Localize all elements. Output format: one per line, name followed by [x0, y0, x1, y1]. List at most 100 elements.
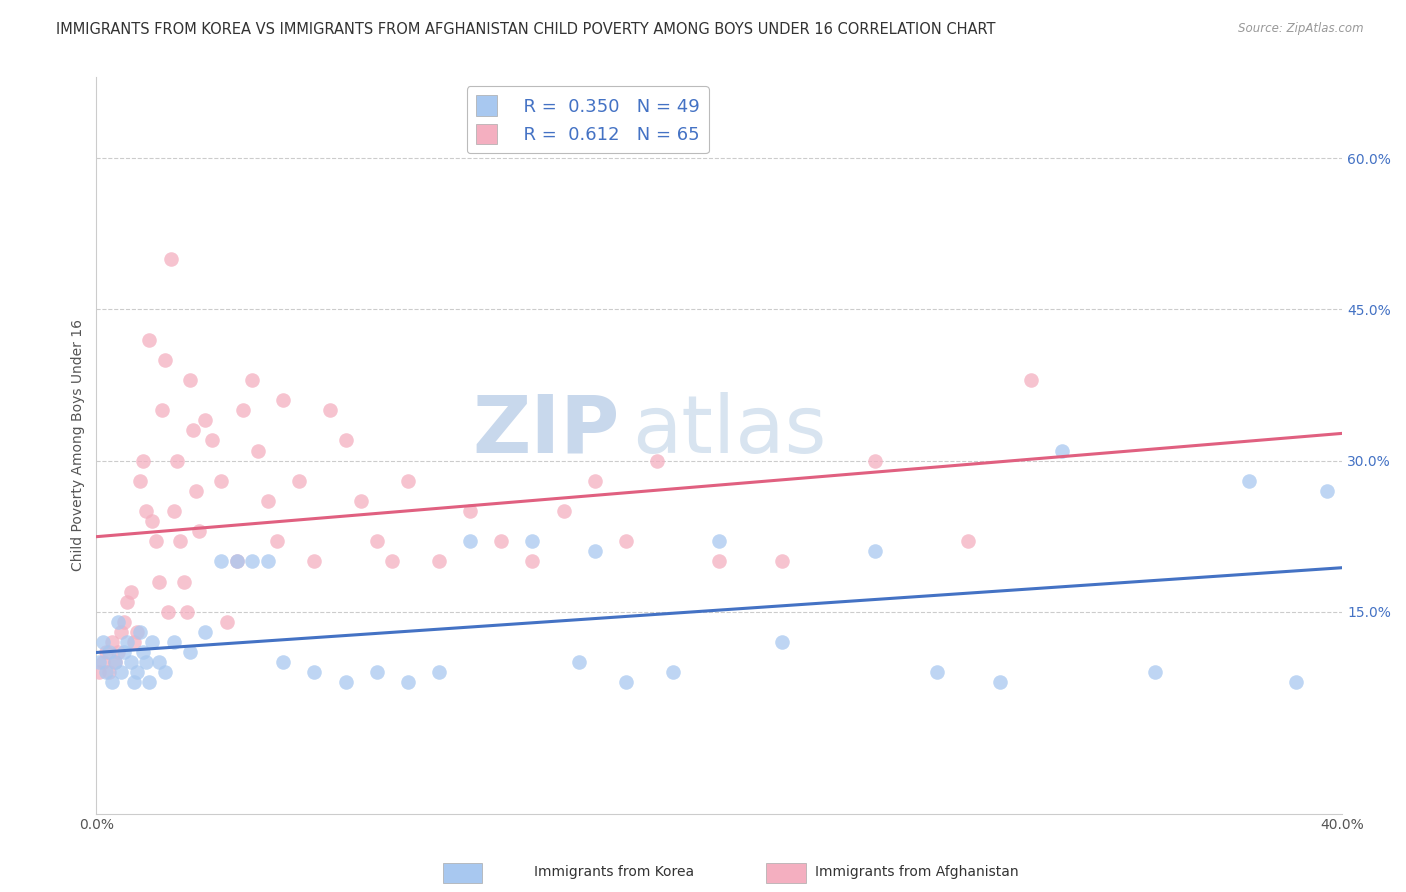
Point: [117, 595, 139, 609]
Point: [132, 645, 155, 659]
Point: [863, 453, 886, 467]
Point: [427, 665, 450, 680]
Point: [1284, 675, 1306, 690]
Point: [129, 625, 152, 640]
Point: [1316, 483, 1339, 498]
Point: [101, 635, 124, 649]
Point: [522, 534, 544, 549]
Point: [179, 373, 201, 387]
Point: [568, 655, 591, 669]
Point: [163, 635, 186, 649]
Point: [145, 534, 167, 549]
Point: [141, 514, 163, 528]
Legend:   R =  0.350   N = 49,   R =  0.612   N = 65: R = 0.350 N = 49, R = 0.612 N = 65: [467, 87, 709, 153]
Point: [125, 665, 148, 680]
Point: [381, 554, 404, 568]
Point: [1019, 373, 1042, 387]
Point: [122, 675, 145, 690]
Point: [97, 665, 120, 680]
Text: ZIP: ZIP: [472, 392, 620, 470]
Point: [94, 665, 117, 680]
Point: [319, 403, 342, 417]
Point: [110, 665, 132, 680]
Point: [148, 574, 170, 589]
Point: [1144, 665, 1167, 680]
Point: [91, 635, 114, 649]
Text: Immigrants from Afghanistan: Immigrants from Afghanistan: [815, 865, 1019, 880]
Point: [240, 554, 263, 568]
Point: [107, 615, 129, 629]
Point: [120, 655, 142, 669]
Point: [200, 434, 222, 448]
Point: [141, 635, 163, 649]
Point: [863, 544, 886, 558]
Text: Source: ZipAtlas.com: Source: ZipAtlas.com: [1239, 22, 1364, 36]
Point: [458, 534, 481, 549]
Point: [304, 554, 326, 568]
Point: [179, 645, 201, 659]
Point: [225, 554, 247, 568]
Point: [156, 605, 179, 619]
Point: [583, 544, 606, 558]
Point: [266, 534, 288, 549]
Point: [150, 403, 173, 417]
Point: [366, 665, 388, 680]
Point: [458, 504, 481, 518]
Point: [153, 352, 176, 367]
Point: [927, 665, 949, 680]
Point: [225, 554, 247, 568]
Point: [240, 373, 263, 387]
Point: [129, 474, 152, 488]
Point: [184, 483, 207, 498]
Point: [97, 645, 120, 659]
Point: [194, 625, 217, 640]
Point: [188, 524, 211, 539]
Point: [957, 534, 980, 549]
Point: [583, 474, 606, 488]
Point: [350, 494, 373, 508]
Point: [209, 554, 232, 568]
Point: [166, 453, 188, 467]
Point: [614, 675, 637, 690]
Point: [101, 675, 124, 690]
Point: [110, 625, 132, 640]
Point: [104, 655, 127, 669]
Point: [770, 635, 793, 649]
Point: [247, 443, 270, 458]
Point: [181, 423, 204, 437]
Point: [271, 655, 294, 669]
Point: [117, 635, 139, 649]
Point: [176, 605, 198, 619]
Point: [271, 393, 294, 408]
Point: [138, 675, 160, 690]
Point: [89, 665, 111, 680]
Point: [645, 453, 668, 467]
Point: [138, 333, 160, 347]
Point: [522, 554, 544, 568]
Point: [427, 554, 450, 568]
Point: [194, 413, 217, 427]
Point: [256, 494, 278, 508]
Point: [89, 655, 111, 669]
Text: IMMIGRANTS FROM KOREA VS IMMIGRANTS FROM AFGHANISTAN CHILD POVERTY AMONG BOYS UN: IMMIGRANTS FROM KOREA VS IMMIGRANTS FROM…: [56, 22, 995, 37]
Point: [104, 655, 127, 669]
Point: [396, 474, 419, 488]
Y-axis label: Child Poverty Among Boys Under 16: Child Poverty Among Boys Under 16: [72, 319, 86, 572]
Point: [169, 534, 191, 549]
Point: [304, 665, 326, 680]
Point: [112, 615, 135, 629]
Point: [94, 645, 117, 659]
Point: [232, 403, 254, 417]
Point: [988, 675, 1011, 690]
Point: [112, 645, 135, 659]
Point: [209, 474, 232, 488]
Point: [135, 504, 157, 518]
Point: [396, 675, 419, 690]
Point: [148, 655, 170, 669]
Point: [125, 625, 148, 640]
Point: [709, 534, 731, 549]
Point: [553, 504, 575, 518]
Point: [173, 574, 195, 589]
Point: [217, 615, 239, 629]
Point: [491, 534, 513, 549]
